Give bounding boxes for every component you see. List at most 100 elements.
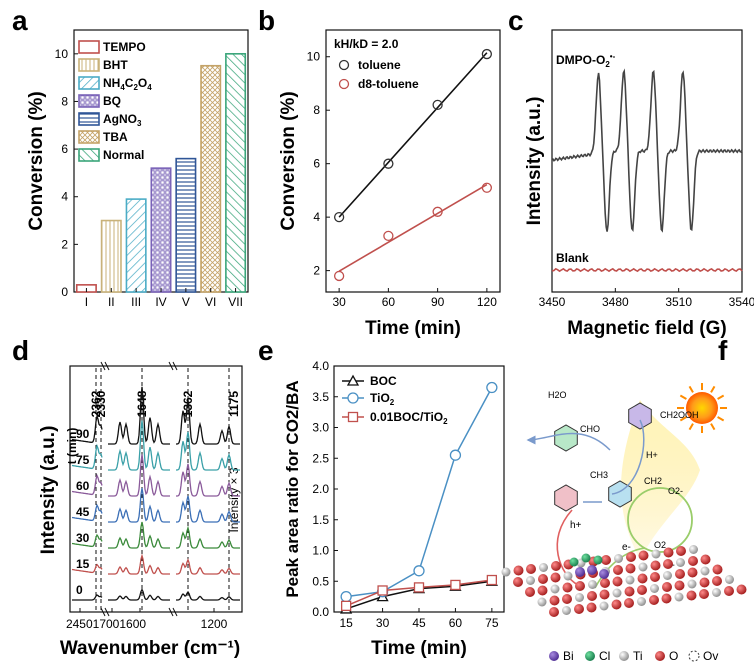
atom-o: [650, 560, 661, 571]
legend-swatch-BHT: [78, 58, 100, 72]
x-tick-label: 245017001600: [66, 617, 146, 631]
point-d8-toluene: [432, 206, 443, 217]
atom-ti: [588, 580, 597, 589]
bar-V: [175, 157, 197, 293]
panel-b-kie-plot: Conversion (%) Time (min) kH/kD = 2.0 2 4…: [278, 29, 501, 339]
atom-o: [513, 577, 523, 587]
atom-o: [700, 554, 711, 565]
label-hole: h+: [570, 520, 582, 531]
legend-label-BHT: BHT: [103, 58, 128, 72]
point-d8-toluene: [481, 182, 493, 193]
atom-ti: [501, 567, 511, 577]
epr-dmpo-curve: [551, 68, 743, 233]
axes-frame: [69, 365, 243, 613]
y-axis-label: Intensity (a.u.): [38, 426, 59, 555]
atom-ti: [526, 576, 535, 585]
atom-ti: [537, 597, 547, 607]
atom-o: [637, 585, 647, 595]
intensity-annotation: Intensity × 3: [227, 467, 241, 532]
axis-break: [168, 361, 174, 371]
atom-cl: [569, 557, 579, 567]
atom-o: [549, 595, 560, 606]
point-d8-toluene: [333, 270, 345, 282]
y-tick-label: 8: [313, 103, 320, 117]
atom-o: [676, 546, 686, 556]
legend-label-O: O: [669, 649, 678, 663]
legend-swatch-NH4C2O4: [78, 76, 100, 90]
y-tick-label: 4.0: [312, 359, 329, 373]
peak-label: 2330: [94, 390, 108, 417]
axis-break: [100, 607, 106, 617]
spectrum-t-60: [71, 454, 240, 497]
x-tick-label: 3480: [602, 295, 629, 309]
atom-o: [624, 586, 635, 597]
legend-swatch-BQ: [78, 94, 100, 108]
axes-frame: [325, 29, 501, 293]
atom-o: [687, 567, 698, 578]
bar-VII: [225, 53, 247, 293]
legend-label-BQ: BQ: [103, 94, 121, 108]
point-TiO2: [486, 381, 498, 394]
atom-bi: [575, 567, 585, 577]
legend-label-TEMPO: TEMPO: [103, 40, 146, 54]
legend-label-toluene: toluene: [358, 58, 401, 72]
y-tick-label: 6: [313, 157, 320, 171]
atom-o: [625, 563, 636, 574]
y-tick-label: 3.0: [312, 421, 329, 435]
y-tick-label: 0: [61, 285, 68, 299]
y-tick-label: 2: [313, 264, 320, 278]
sun-ray: [688, 423, 694, 431]
label-o2: O2: [654, 540, 666, 550]
point-0.01BOC/TiO2: [340, 600, 352, 611]
panel-f-mechanism-scheme: H2O CHO CH2OOH CH3 CH2 H+ O2- h+ e- O2 e…: [501, 383, 747, 663]
atom-o: [562, 594, 572, 604]
label-e1: e-: [622, 542, 631, 553]
atom-o: [624, 598, 634, 608]
spectrum-t-15: [71, 553, 240, 575]
atom-o: [537, 585, 548, 596]
x-tick-label: VII: [228, 295, 243, 309]
peak-label: 1648: [135, 390, 149, 417]
label-o2minus: O2-: [668, 486, 683, 496]
atom-ti: [563, 571, 573, 581]
fit-line-toluene: [338, 52, 488, 218]
label-cho: CHO: [580, 424, 600, 434]
point-toluene: [432, 99, 443, 111]
x-axis-label: Time (min): [365, 318, 461, 339]
time-label: 75: [76, 453, 90, 467]
peak-label: 1175: [227, 391, 241, 417]
atom-o: [599, 589, 610, 600]
legend-label-Cl: Cl: [599, 649, 610, 663]
x-tick-label: III: [131, 295, 141, 309]
atom-ti: [725, 575, 734, 584]
atom-ti: [689, 545, 698, 554]
atom-bi: [587, 565, 597, 575]
axis-break: [100, 361, 106, 371]
legend-label-TiO2: TiO2: [370, 391, 395, 407]
atom-ti: [575, 593, 584, 602]
legend-label-Bi: Bi: [563, 649, 574, 663]
panel-c-epr-spectrum: Intensity (a.u.) Magnetic field (G) 3450…: [524, 29, 754, 339]
atom-ti: [550, 584, 560, 594]
y-tick-label: 1.5: [312, 513, 329, 527]
atom-o: [637, 573, 648, 584]
atom-o: [736, 584, 747, 595]
legend-label-0.01BOC/TiO2: 0.01BOC/TiO2: [370, 410, 448, 426]
atom-o: [626, 552, 636, 562]
atom-o: [526, 564, 536, 574]
axis-break: [104, 607, 110, 617]
point-0.01BOC/TiO2: [413, 582, 425, 593]
atom-o: [674, 580, 685, 591]
peroxide-ring: [628, 402, 652, 430]
legend-label-NH4C2O4: NH4C2O4: [103, 76, 152, 92]
time-label: 15: [76, 557, 90, 571]
y-tick-label: 10: [307, 50, 321, 64]
sun-ray: [710, 423, 716, 431]
panel-label-b: b: [258, 5, 275, 36]
atom-o: [612, 576, 623, 587]
y-tick-label: 6: [61, 142, 68, 156]
y-tick-label: 2.0: [312, 482, 329, 496]
bar-IV: [150, 167, 172, 293]
atom-ti: [625, 575, 635, 585]
atom-o: [586, 602, 597, 613]
